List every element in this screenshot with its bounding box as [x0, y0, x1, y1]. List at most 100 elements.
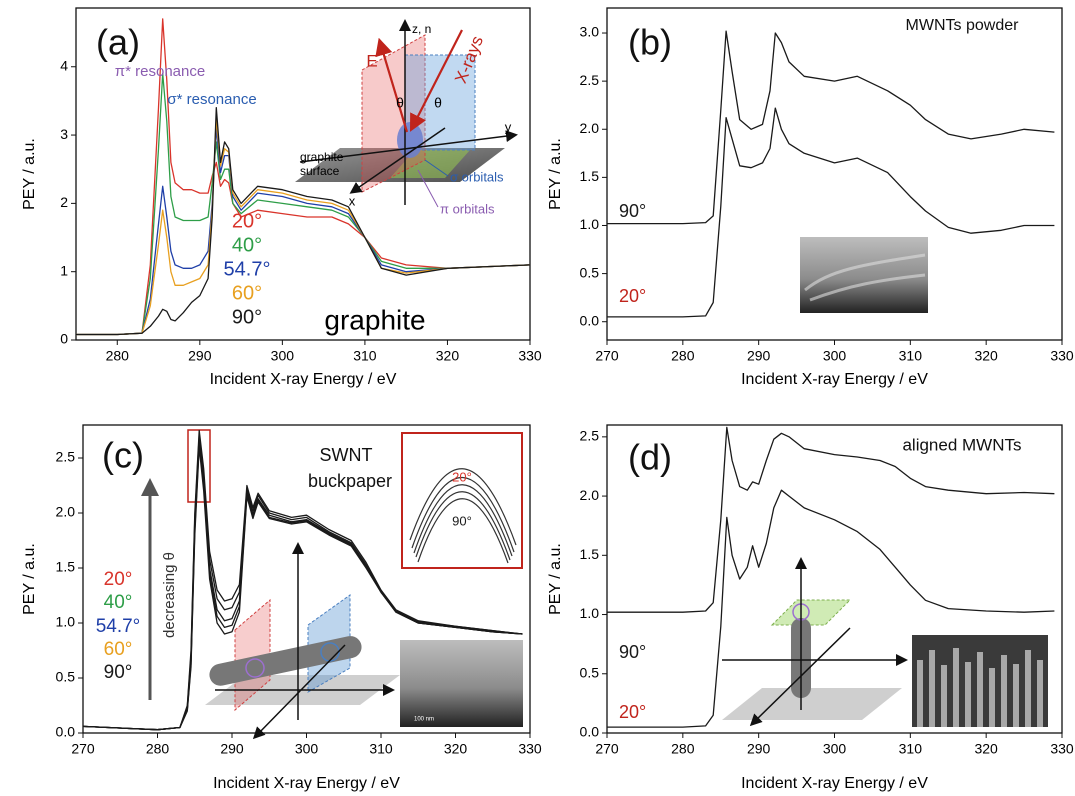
x-tick-label: 280	[146, 741, 170, 757]
title-lines: SWNT	[320, 445, 373, 465]
legend-label: 60°	[104, 639, 133, 660]
spectrum-line	[607, 107, 1055, 318]
spectrum-line	[607, 489, 1055, 728]
y-tick-label: 2.0	[580, 120, 600, 136]
legend-label: 60°	[232, 282, 262, 304]
x-tick-label: 310	[369, 741, 393, 757]
spectrum-line	[76, 72, 531, 336]
y-tick-label: 0.5	[580, 664, 600, 680]
y-tick-label: 0.5	[56, 669, 76, 685]
title: aligned MWNTs	[902, 435, 1021, 454]
x-tick-label: 330	[518, 741, 542, 757]
panel-label: (c)	[102, 435, 144, 476]
inset-labels: y	[505, 119, 512, 134]
inset-labels: θ	[396, 95, 404, 111]
y-tick-label: 1	[60, 262, 68, 278]
x-tick-label: 310	[899, 348, 923, 364]
zoom-labels: 90°	[452, 513, 472, 528]
spectrum-line	[76, 107, 531, 336]
x-tick-label: 300	[823, 348, 847, 364]
panel-d-decor	[722, 557, 1048, 727]
y-tick-label: 2.0	[580, 487, 600, 503]
x-tick-label: 290	[220, 741, 244, 757]
y-tick-label: 1.0	[580, 216, 600, 232]
panel-label: (b)	[628, 22, 672, 63]
x-tick-label: 290	[747, 741, 771, 757]
x-tick-label: 270	[595, 741, 619, 757]
x-tick-label: 290	[747, 348, 771, 364]
x-axis-label: Incident X-ray Energy / eV	[741, 371, 928, 388]
title-lines: buckpaper	[308, 471, 392, 491]
spectrum-line	[607, 426, 1055, 613]
y-axis-label: PEY / a.u.	[21, 138, 38, 210]
x-tick-label: 300	[271, 348, 295, 364]
panel-label: (d)	[628, 437, 672, 478]
y-tick-label: 3	[60, 126, 68, 142]
inset-labels: E	[366, 51, 377, 70]
y-tick-label: 4	[60, 57, 68, 73]
legend-label: 90°	[232, 306, 262, 328]
annotations: π* resonance	[115, 63, 205, 80]
spectrum-line	[607, 30, 1055, 225]
x-tick-label: 270	[71, 741, 95, 757]
legend-label: 40°	[232, 234, 262, 256]
x-tick-label: 330	[1050, 741, 1074, 757]
y-tick-label: 0.5	[580, 264, 600, 280]
x-tick-label: 280	[106, 348, 130, 364]
x-tick-label: 320	[974, 741, 998, 757]
geometry-diagram	[295, 19, 518, 208]
y-axis-label: PEY / a.u.	[547, 543, 564, 615]
spectrum-line	[82, 446, 523, 731]
inset-labels: graphite	[300, 150, 344, 164]
annotations: decreasing θ	[161, 552, 178, 638]
y-tick-label: 2.5	[580, 72, 600, 88]
panel-label: (a)	[96, 22, 140, 63]
y-tick-label: 2.5	[580, 428, 600, 444]
legend-label: 90°	[619, 201, 646, 221]
y-tick-label: 0	[60, 331, 68, 347]
y-tick-label: 1.5	[56, 559, 76, 575]
inset-labels: θ	[434, 95, 442, 111]
sem-image	[800, 237, 928, 313]
x-tick-label: 330	[1050, 348, 1074, 364]
inset-labels: π orbitals	[440, 201, 495, 216]
y-tick-label: 1.0	[56, 614, 76, 630]
legend-label: 20°	[619, 702, 646, 722]
legend-label: 90°	[104, 662, 133, 683]
x-tick-label: 290	[188, 348, 212, 364]
x-tick-label: 330	[518, 348, 542, 364]
legend-label: 54.7°	[224, 258, 271, 280]
y-tick-label: 1.0	[580, 605, 600, 621]
annotations: σ* resonance	[167, 91, 256, 108]
y-tick-label: 3.0	[580, 24, 600, 40]
y-tick-label: 1.5	[580, 168, 600, 184]
legend-label: 40°	[104, 592, 133, 613]
x-tick-label: 320	[436, 348, 460, 364]
y-tick-label: 1.5	[580, 546, 600, 562]
legend-label: 90°	[619, 642, 646, 662]
spectrum-line	[76, 127, 531, 336]
plot-frame	[75, 7, 531, 341]
x-tick-label: 310	[353, 348, 377, 364]
x-tick-label: 300	[295, 741, 319, 757]
x-axis-label: Incident X-ray Energy / eV	[741, 775, 928, 792]
legend-label: 20°	[619, 286, 646, 306]
x-axis-label: Incident X-ray Energy / eV	[210, 371, 397, 388]
spectrum-line	[76, 18, 531, 336]
legend-label: 54.7°	[96, 616, 141, 637]
y-tick-label: 2.0	[56, 504, 76, 520]
y-tick-label: 0.0	[580, 724, 600, 740]
x-tick-label: 320	[974, 348, 998, 364]
x-axis-label: Incident X-ray Energy / eV	[213, 775, 400, 792]
y-axis-label: PEY / a.u.	[547, 138, 564, 210]
y-axis-label: PEY / a.u.	[21, 543, 38, 615]
x-tick-label: 320	[444, 741, 468, 757]
x-tick-label: 280	[671, 348, 695, 364]
y-tick-label: 0.0	[580, 312, 600, 328]
zoom-labels: 20°	[452, 469, 472, 484]
annotations: graphite	[324, 304, 425, 335]
panel-c-decor	[141, 429, 523, 740]
inset-labels: surface	[300, 164, 340, 178]
